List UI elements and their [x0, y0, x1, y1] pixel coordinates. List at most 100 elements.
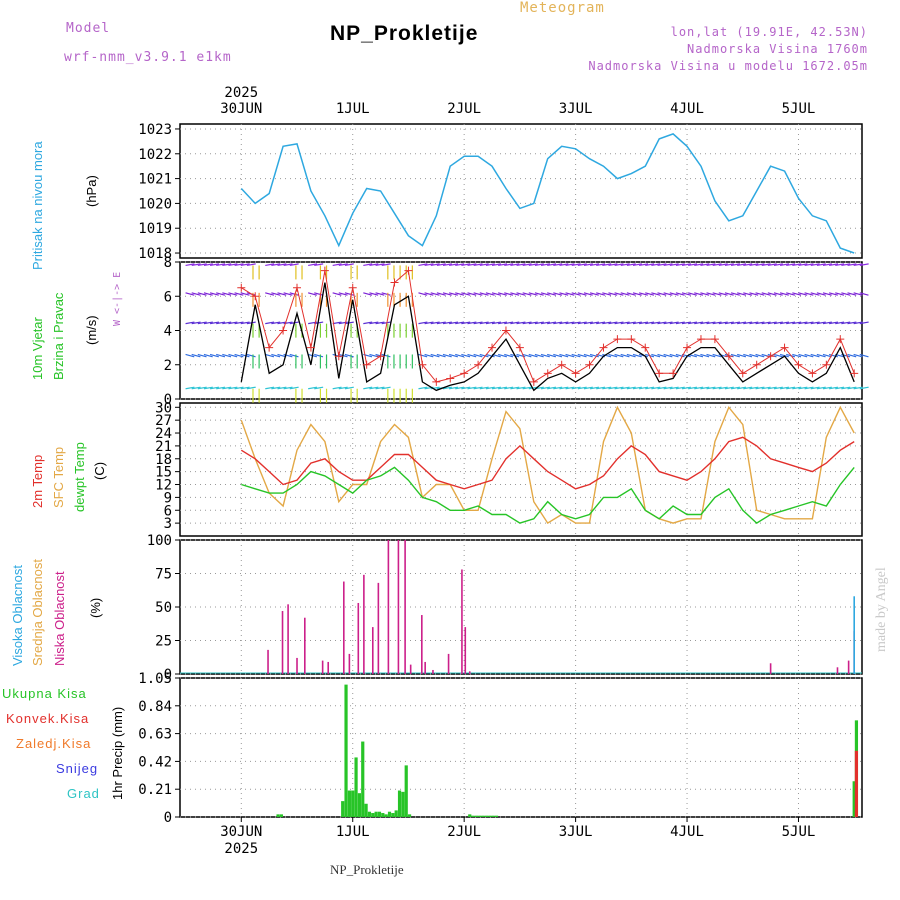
- wind-arrow: [681, 386, 691, 390]
- wind-arrow: [314, 292, 324, 296]
- wind-arrow: [381, 386, 391, 390]
- wind-arrow: [792, 263, 802, 267]
- wind-arrow: [639, 386, 649, 390]
- wind-arrow: [773, 386, 783, 390]
- wind-arrow: [246, 263, 256, 267]
- wind-arrow: [841, 321, 851, 325]
- precip-bar: [381, 813, 385, 817]
- wind-arrow: [712, 321, 722, 325]
- wind-gust-point: [557, 360, 566, 369]
- wind-arrow: [467, 386, 477, 390]
- wind-arrow: [522, 292, 532, 296]
- wind-arrow: [277, 321, 287, 325]
- wind-arrow: [835, 292, 845, 296]
- wind-arrow: [614, 292, 624, 296]
- wind-arrow: [577, 292, 587, 296]
- wind-gust-point: [432, 377, 441, 386]
- y-tick-label: 3: [164, 516, 172, 532]
- y-tick-label: 15: [155, 465, 172, 481]
- wind-arrow: [608, 353, 618, 358]
- wind-arrow: [663, 292, 673, 296]
- cloud-bar: [468, 671, 471, 674]
- precip-bar: [387, 811, 392, 817]
- wind-arrow: [706, 321, 716, 325]
- wind-arrow: [216, 292, 226, 296]
- wind-arrow: [418, 353, 428, 358]
- precip-bar: [397, 790, 402, 817]
- wind-arrow: [553, 353, 563, 358]
- wind-arrow: [712, 292, 722, 296]
- wind-arrow: [779, 386, 790, 390]
- wind-arrow: [651, 321, 661, 325]
- wind-arrow: [497, 292, 508, 296]
- wind-arrow: [681, 321, 691, 325]
- wind-arrow: [761, 292, 771, 296]
- wind-arrow: [828, 292, 838, 296]
- precip-bar: [494, 815, 499, 817]
- wind-arrow: [209, 321, 220, 325]
- wind-arrow: [779, 292, 789, 296]
- wind-arrow: [700, 263, 710, 267]
- wind-arrow: [240, 263, 250, 267]
- wind-arrow: [307, 292, 318, 296]
- wind-arrow: [203, 292, 213, 296]
- wind-arrow: [540, 353, 550, 358]
- precip-bar: [478, 815, 482, 817]
- cloud-bar: [267, 649, 269, 674]
- x-tick-label-bottom: 30JUN: [220, 824, 262, 840]
- cloud-bar: [421, 615, 423, 674]
- wind-gust-point: [515, 343, 524, 352]
- wind-arrow: [669, 321, 679, 325]
- wind-arrow: [657, 321, 667, 325]
- wind-arrow: [583, 386, 593, 390]
- wind-arrow: [694, 353, 704, 358]
- wind-arrow: [246, 386, 256, 390]
- legend-konvek-kisa: Konvek.Kisa: [6, 711, 90, 726]
- wind-arrow: [767, 386, 777, 390]
- cloud-bar: [424, 661, 426, 674]
- wind-arrow: [798, 292, 808, 296]
- wind-arrow: [706, 263, 716, 267]
- cloud-bar: [847, 660, 850, 674]
- wind-arrow: [583, 353, 593, 358]
- wind-arrow: [332, 292, 342, 296]
- wind-arrow: [608, 386, 618, 390]
- wind-arrow: [767, 292, 777, 296]
- footer-station: NP_Prokletije: [330, 862, 404, 877]
- wind-arrow: [620, 321, 630, 325]
- wind-arrow: [749, 321, 759, 325]
- wind-arrow: [491, 263, 501, 267]
- wind-arrow: [577, 386, 587, 390]
- model-label: Model: [66, 21, 111, 36]
- wind-gust-point: [334, 352, 343, 361]
- wind-arrow: [467, 321, 477, 325]
- y-tick-label: 75: [155, 567, 172, 583]
- wind-arrow: [639, 263, 649, 267]
- wind-arrow: [553, 292, 563, 296]
- precip-bar: [471, 815, 475, 817]
- wind-arrow: [271, 321, 281, 325]
- wind-arrow: [516, 263, 526, 267]
- y-tick-label: 1019: [138, 221, 172, 237]
- wind-arrow: [363, 321, 373, 325]
- wind-arrow: [534, 321, 544, 325]
- x-tick-label-top: 4JUL: [670, 101, 704, 117]
- wind-arrow: [203, 353, 213, 358]
- wind-arrow: [209, 292, 219, 296]
- wind-arrow: [651, 292, 661, 296]
- wind-arrow: [498, 386, 508, 390]
- precip-bar: [354, 757, 358, 817]
- x-tick-label-top: 30JUN: [220, 101, 262, 117]
- wind-gust-point: [488, 343, 497, 352]
- wind-arrow: [571, 353, 581, 358]
- wind-arrow: [743, 321, 753, 325]
- panel-frame: [179, 677, 863, 818]
- wind-arrow: [786, 321, 796, 325]
- wind-arrow: [461, 386, 471, 390]
- wind-arrow: [853, 292, 863, 296]
- wind-arrow: [424, 353, 434, 358]
- wind-arrow: [583, 321, 593, 325]
- wind-arrow: [730, 321, 741, 325]
- wind-arrow: [589, 263, 600, 267]
- precip-bar: [357, 793, 362, 817]
